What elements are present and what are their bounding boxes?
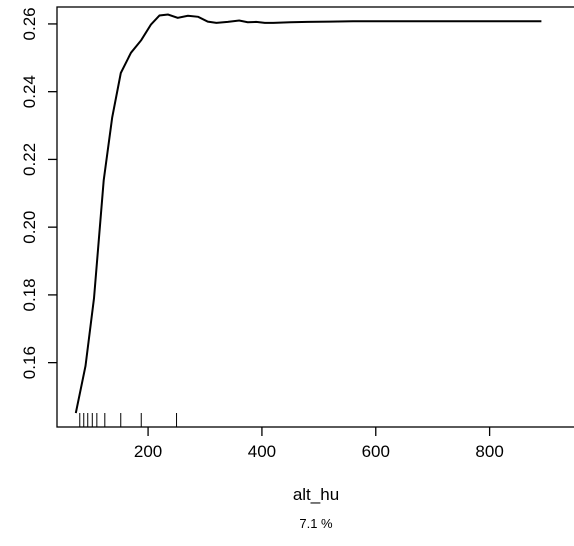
y-tick-label: 0.16 <box>20 346 39 379</box>
x-tick-label: 400 <box>248 442 276 461</box>
y-axis: 0.16 0.18 0.20 0.22 0.24 0.26 <box>20 7 57 379</box>
x-axis-title: alt_hu <box>293 485 339 504</box>
y-tick-label: 0.18 <box>20 278 39 311</box>
x-tick-label: 200 <box>134 442 162 461</box>
rug-marks <box>79 413 178 427</box>
y-tick-label: 0.26 <box>20 7 39 40</box>
x-tick-label: 600 <box>362 442 390 461</box>
plot-area-frame <box>56 6 574 428</box>
y-tick-label: 0.22 <box>20 143 39 176</box>
y-tick-label: 0.24 <box>20 75 39 108</box>
x-axis: 200 400 600 800 <box>134 427 504 461</box>
x-tick-label: 800 <box>475 442 503 461</box>
chart-subtitle: 7.1 % <box>299 516 333 531</box>
series-line <box>74 13 542 414</box>
y-tick-label: 0.20 <box>20 211 39 244</box>
